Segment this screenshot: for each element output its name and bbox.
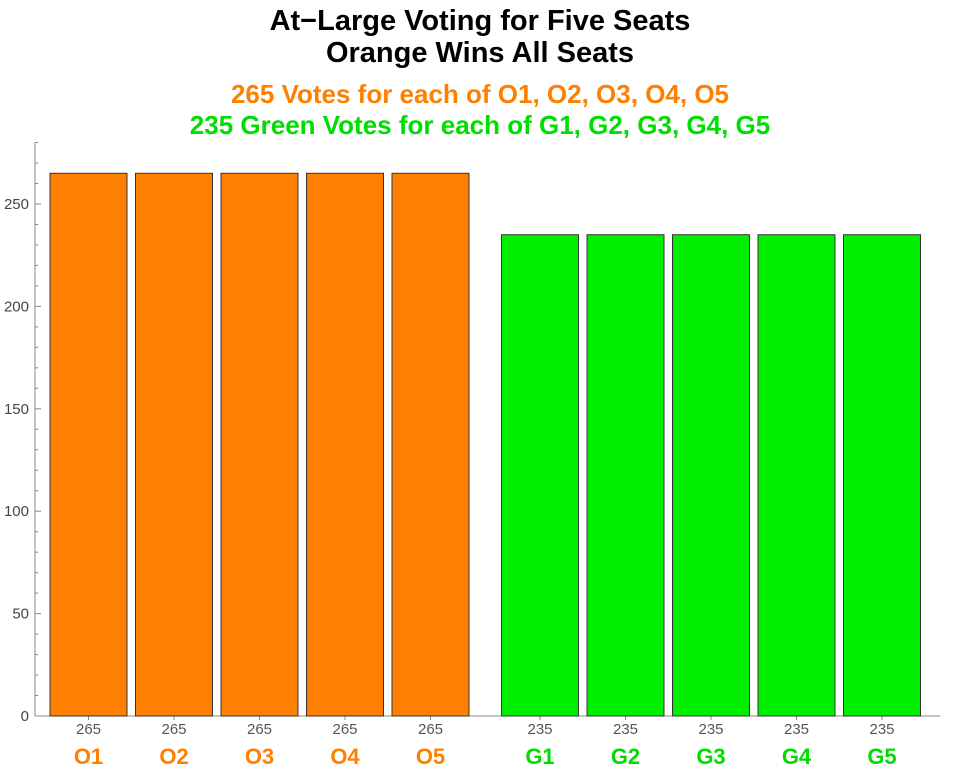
- value-label-G5: 235: [869, 721, 894, 738]
- chart-title-line-1: At−Large Voting for Five Seats: [269, 5, 691, 37]
- chart-labels: 265 O1 265 O2 265 O3 265 O4 265 O5 235 G1 235 G2 235 G3…: [74, 721, 897, 769]
- category-label-G4: G4: [782, 744, 812, 769]
- category-label-O4: O4: [330, 744, 360, 769]
- value-label-O5: 265: [418, 721, 443, 738]
- bar-O2: [135, 172, 213, 717]
- value-label-G4: 235: [784, 721, 809, 738]
- chart-subtitle-green: 235 Green Votes for each of G1, G2, G3, …: [189, 110, 771, 140]
- bar-G4: [757, 234, 836, 717]
- value-label-G1: 235: [527, 721, 552, 738]
- bar-O1: [49, 172, 128, 717]
- chart-subtitle-orange: 265 Votes for each of O1, O2, O3, O4, O5: [230, 79, 730, 109]
- y-tick-label: 200: [4, 298, 29, 315]
- category-label-G2: G2: [611, 744, 640, 769]
- y-tick-label: 250: [4, 196, 29, 213]
- bar-G1: [501, 234, 579, 717]
- y-tick-label: 0: [21, 708, 29, 725]
- chart-bars: [49, 172, 921, 717]
- bar-G3: [672, 234, 750, 717]
- category-label-G3: G3: [696, 744, 725, 769]
- category-label-G1: G1: [525, 744, 554, 769]
- bar-O3: [220, 172, 299, 717]
- value-label-G2: 235: [613, 721, 638, 738]
- y-tick-label: 150: [4, 401, 29, 418]
- value-label-O2: 265: [161, 721, 186, 738]
- bar-G5: [843, 234, 921, 717]
- value-label-G3: 235: [698, 721, 723, 738]
- category-label-O2: O2: [159, 744, 188, 769]
- bar-O4: [306, 172, 384, 717]
- bar-G2: [586, 234, 665, 717]
- category-label-G5: G5: [867, 744, 896, 769]
- bar-O5: [391, 172, 470, 717]
- value-label-O3: 265: [247, 721, 272, 738]
- category-label-O1: O1: [74, 744, 103, 769]
- chart-title-line-2: Orange Wins All Seats: [325, 37, 635, 69]
- category-label-O3: O3: [245, 744, 274, 769]
- value-label-O1: 265: [76, 721, 101, 738]
- y-tick-label: 100: [4, 503, 29, 520]
- value-label-O4: 265: [332, 721, 357, 738]
- y-tick-label: 50: [12, 606, 29, 623]
- category-label-O5: O5: [416, 744, 445, 769]
